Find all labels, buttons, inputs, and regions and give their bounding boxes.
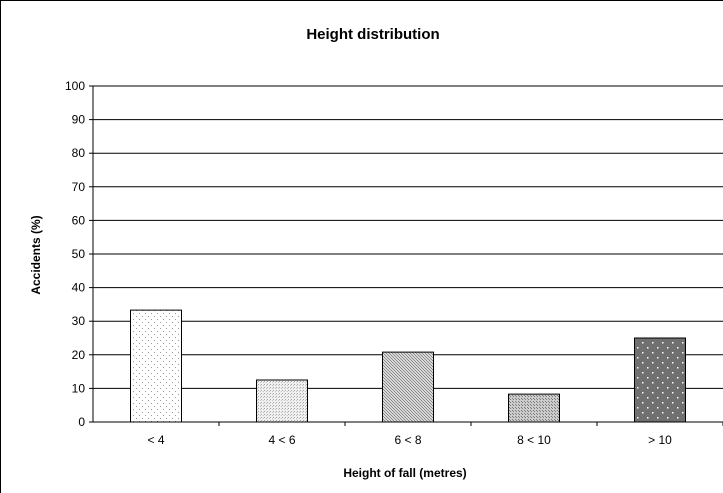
- x-tick-label: 6 < 8: [394, 433, 421, 447]
- bar: [508, 393, 560, 423]
- y-tick-label: 0: [78, 415, 85, 429]
- y-tick-label: 10: [72, 381, 86, 395]
- x-tick-label: > 10: [648, 433, 672, 447]
- y-tick-label: 40: [72, 281, 86, 295]
- x-tick-labels: < 4 4 < 6 6 < 8 8 < 10 > 10: [147, 433, 672, 447]
- y-axis-label: Accidents (%): [29, 215, 43, 294]
- x-tick-label: 4 < 6: [268, 433, 295, 447]
- axes: [89, 85, 723, 426]
- bar: [382, 351, 434, 423]
- y-tick-label: 20: [72, 348, 86, 362]
- y-tick-label: 30: [72, 314, 86, 328]
- y-tick-label: 80: [72, 146, 86, 160]
- y-tick-label: 50: [72, 247, 86, 261]
- bar: [130, 309, 182, 423]
- x-axis-label: Height of fall (metres): [343, 466, 466, 480]
- x-tick-label: 8 < 10: [517, 433, 551, 447]
- gridlines: [93, 85, 723, 389]
- bar: [256, 379, 308, 423]
- y-tick-label: 100: [65, 79, 85, 93]
- bars: [130, 309, 686, 423]
- chart-title: Height distribution: [306, 26, 439, 43]
- y-tick-label: 70: [72, 180, 86, 194]
- y-tick-label: 60: [72, 213, 86, 227]
- x-tick-label: < 4: [147, 433, 164, 447]
- y-tick-labels: 0 10 20 30 40 50 60 70 80 90 100: [65, 79, 85, 429]
- y-tick-label: 90: [72, 113, 86, 127]
- bar: [634, 337, 686, 423]
